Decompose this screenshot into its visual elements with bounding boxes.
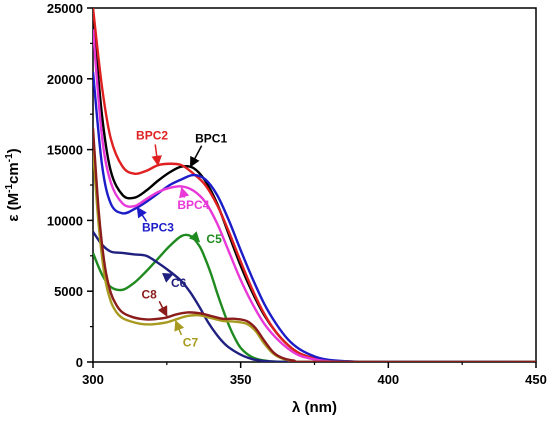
y-axis-title-superscript: -1 [4, 184, 15, 193]
series-line-bpc1 [93, 14, 536, 362]
series-line-bpc3 [93, 71, 536, 362]
series-arrow-c5 [188, 231, 201, 243]
x-tick-label: 450 [525, 372, 547, 387]
y-axis-title-part: ε (M [5, 193, 22, 222]
y-axis-title-part: cm [5, 162, 22, 184]
plot-frame [92, 7, 537, 363]
series-arrow-bpc4 [179, 186, 190, 199]
x-tick-label: 400 [377, 372, 399, 387]
series-label-c6: C6 [171, 276, 187, 290]
series-label-bpc1: BPC1 [195, 132, 227, 146]
series-label-bpc3: BPC3 [142, 221, 174, 235]
y-tick-label: 5000 [54, 284, 83, 299]
series-arrow-c8 [157, 300, 168, 317]
y-tick-label: 0 [76, 355, 83, 370]
series-label-bpc2: BPC2 [136, 129, 168, 143]
series-line-bpc2 [93, 8, 536, 362]
series-label-c7: C7 [183, 335, 199, 349]
y-axis-title-part: ) [5, 148, 22, 153]
series-label-c5: C5 [206, 232, 222, 246]
series-label-bpc4: BPC4 [177, 198, 209, 212]
series-lines [93, 8, 536, 362]
series-arrow-c7 [174, 319, 185, 336]
series-arrow-bpc2 [151, 144, 162, 167]
y-tick-label: 15000 [47, 143, 83, 158]
x-axis-title: λ (nm) [292, 399, 337, 416]
series-line-c8 [93, 128, 536, 362]
series-line-bpc4 [93, 29, 536, 362]
series-arrow-bpc1 [189, 145, 203, 168]
series-arrow-c6 [161, 273, 174, 283]
series-label-c8: C8 [141, 287, 157, 301]
y-tick-label: 20000 [47, 72, 83, 87]
x-tick-label: 350 [230, 372, 252, 387]
series-line-c6 [93, 231, 536, 362]
y-tick-label: 10000 [47, 213, 83, 228]
series-arrow-bpc3 [136, 206, 148, 222]
series-line-c5 [93, 233, 536, 362]
x-tick-label: 300 [82, 372, 104, 387]
y-tick-label: 25000 [47, 1, 83, 16]
y-axis-title-superscript: -1 [4, 153, 15, 162]
y-axis-title: ε (M-1cm-1) [4, 148, 22, 221]
